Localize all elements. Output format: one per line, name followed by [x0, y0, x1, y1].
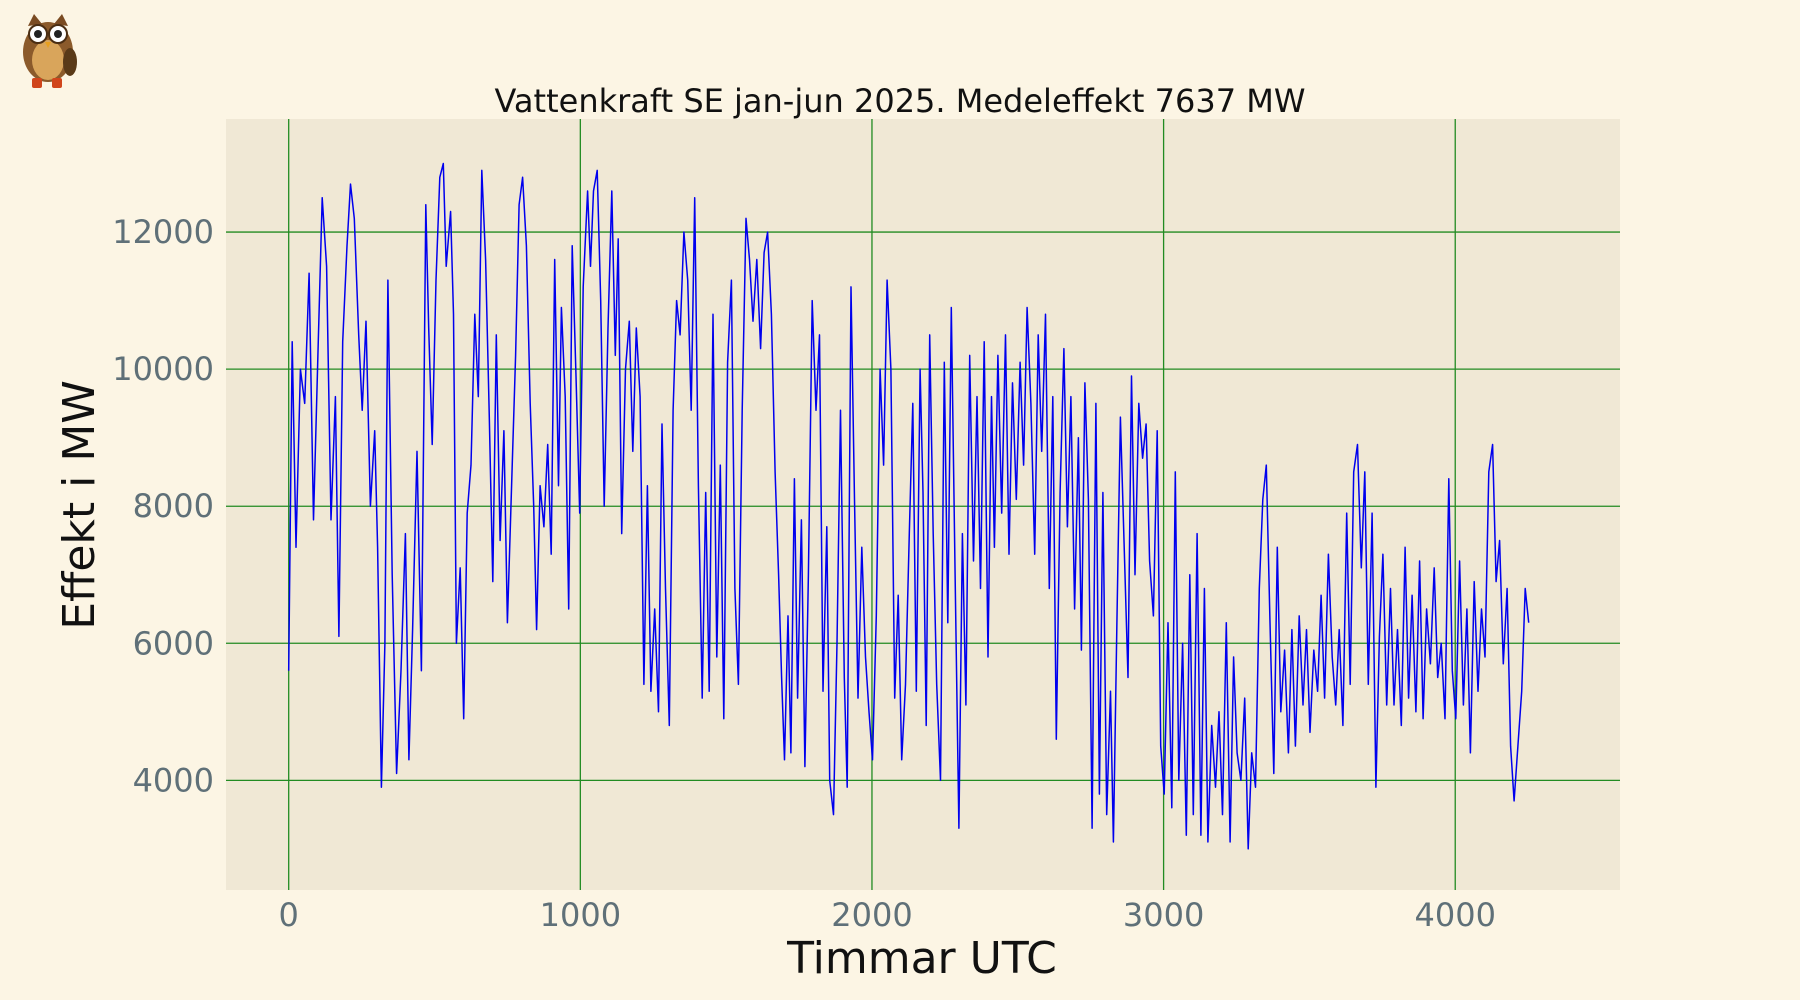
x-tick-label: 3000 — [1123, 896, 1204, 934]
series-line — [287, 162, 1530, 850]
y-tick-label: 10000 — [112, 350, 214, 388]
x-axis-label: Timmar UTC — [786, 933, 1057, 984]
owl-icon — [23, 14, 77, 88]
x-tick-label: 0 — [279, 896, 299, 934]
y-tick-label: 8000 — [133, 487, 214, 525]
x-tick-label: 2000 — [831, 896, 912, 934]
y-tick-label: 6000 — [133, 624, 214, 662]
y-tick-labels: 4000 6000 8000 10000 12000 — [112, 213, 214, 799]
x-tick-label: 4000 — [1415, 896, 1496, 934]
y-gridlines — [226, 231, 1620, 781]
series-lines — [287, 162, 1530, 850]
x-tick-labels: 0 1000 2000 3000 4000 — [279, 896, 1496, 934]
x-tick-label: 1000 — [540, 896, 621, 934]
y-axis-label: Effekt i MW — [54, 380, 105, 630]
y-tick-label: 4000 — [133, 761, 214, 799]
y-tick-label: 12000 — [112, 213, 214, 251]
chart-title: Vattenkraft SE jan-jun 2025. Medeleffekt… — [495, 82, 1306, 120]
